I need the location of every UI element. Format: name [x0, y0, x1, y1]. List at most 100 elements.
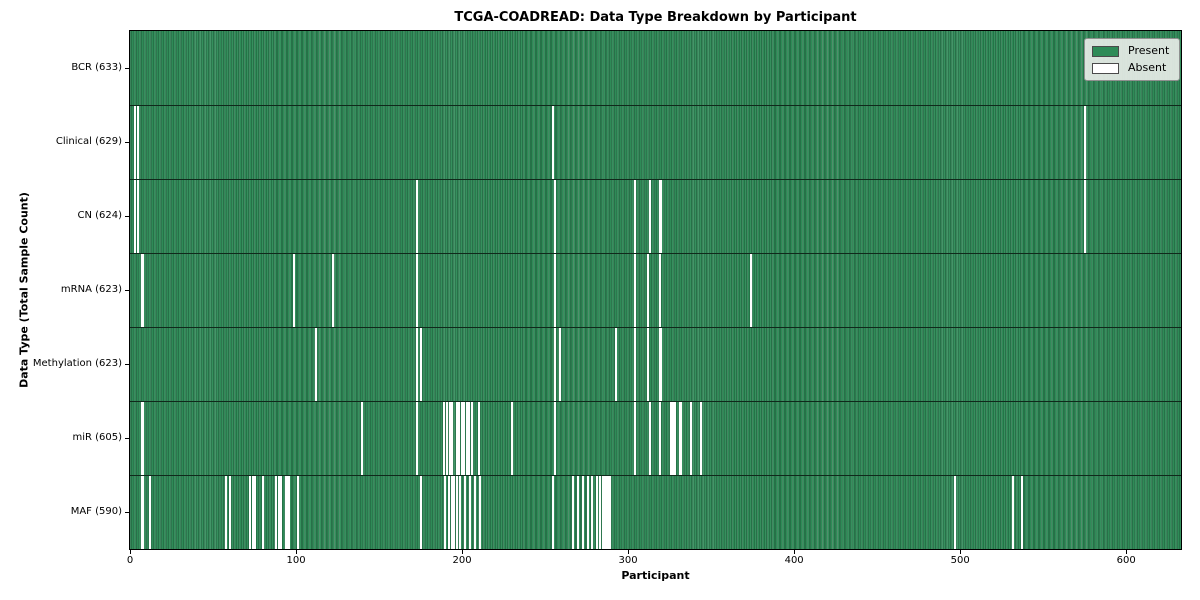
absent-stripe [605, 475, 608, 549]
absent-stripe [296, 475, 299, 549]
row-separator [130, 252, 1181, 254]
absent-stripe [690, 401, 693, 475]
absent-stripe [456, 401, 459, 475]
x-axis-label: Participant [621, 569, 690, 582]
absent-stripe [416, 327, 419, 401]
absent-stripe [658, 401, 661, 475]
absent-stripe [331, 253, 334, 327]
absent-stripe [595, 475, 598, 549]
absent-stripe [590, 475, 593, 549]
y-tick-label: MAF (590) [70, 506, 122, 517]
absent-stripe [452, 475, 455, 549]
absent-stripe [253, 475, 256, 549]
y-tick-label: CN (624) [77, 210, 122, 221]
y-tick-label: Clinical (629) [55, 136, 122, 147]
plot-area [129, 30, 1182, 550]
absent-stripe [419, 475, 422, 549]
absent-stripe [658, 327, 661, 401]
chart-title: TCGA-COADREAD: Data Type Breakdown by Pa… [454, 10, 857, 25]
x-tick-mark [295, 550, 297, 554]
absent-stripe [673, 401, 676, 475]
absent-stripe [749, 253, 752, 327]
absent-stripe [602, 475, 605, 549]
absent-stripe [286, 475, 289, 549]
absent-stripe [456, 475, 459, 549]
present-swatch-icon [1092, 45, 1119, 57]
absent-stripe [137, 105, 140, 179]
absent-stripe [419, 327, 422, 401]
absent-stripe [554, 327, 557, 401]
legend-label-absent: Absent [1128, 61, 1167, 74]
legend-item-present: Present [1092, 45, 1169, 57]
legend: Present Absent [1084, 38, 1181, 81]
absent-stripe [1083, 179, 1086, 253]
absent-stripe [479, 475, 482, 549]
absent-stripe [248, 475, 251, 549]
y-tick-mark [125, 511, 129, 513]
absent-stripe [554, 179, 557, 253]
absent-stripe [554, 253, 557, 327]
absent-stripe [449, 401, 452, 475]
y-tick-mark [125, 363, 129, 365]
absent-stripe [559, 327, 562, 401]
x-tick-label: 100 [286, 555, 306, 566]
absent-stripe [288, 475, 291, 549]
x-tick-label: 400 [784, 555, 804, 566]
absent-stripe [314, 327, 317, 401]
row-separator [130, 178, 1181, 180]
absent-stripe [228, 475, 231, 549]
absent-stripe [670, 401, 673, 475]
x-tick-label: 200 [452, 555, 472, 566]
absent-stripe [700, 401, 703, 475]
y-tick-mark [125, 215, 129, 217]
absent-stripe [633, 401, 636, 475]
absent-stripe [477, 401, 480, 475]
absent-stripe [582, 475, 585, 549]
absent-stripe [633, 179, 636, 253]
row-separator [130, 104, 1181, 106]
y-tick-mark [125, 141, 129, 143]
absent-stripe [633, 327, 636, 401]
absent-stripe [572, 475, 575, 549]
absent-stripe [1083, 105, 1086, 179]
x-tick-label: 600 [1116, 555, 1136, 566]
absent-stripe [142, 401, 145, 475]
absent-stripe [954, 475, 957, 549]
x-tick-mark [959, 550, 961, 554]
legend-label-present: Present [1128, 44, 1170, 57]
absent-stripe [251, 475, 254, 549]
row-separator [130, 400, 1181, 402]
absent-stripe [140, 401, 143, 475]
absent-stripe [459, 475, 462, 549]
absent-stripe [442, 401, 445, 475]
absent-stripe [464, 475, 467, 549]
absent-stripe [608, 475, 611, 549]
x-tick-mark [1125, 550, 1127, 554]
row-band-methylation [130, 327, 1181, 401]
absent-stripe [607, 475, 610, 549]
absent-stripe [451, 475, 454, 549]
absent-stripe [469, 475, 472, 549]
absent-stripe [225, 475, 228, 549]
y-tick-mark [125, 67, 129, 69]
absent-stripe [554, 401, 557, 475]
x-tick-label: 300 [618, 555, 638, 566]
absent-stripe [660, 179, 663, 253]
absent-stripe [416, 253, 419, 327]
y-tick-mark [125, 437, 129, 439]
absent-stripe [416, 179, 419, 253]
x-tick-mark [129, 550, 131, 554]
y-tick-mark [125, 289, 129, 291]
absent-stripe [577, 475, 580, 549]
absent-stripe [552, 475, 555, 549]
absent-stripe [678, 401, 681, 475]
row-band-bcr [130, 31, 1181, 105]
absent-stripe [133, 105, 136, 179]
absent-stripe [552, 105, 555, 179]
absent-stripe [658, 179, 661, 253]
absent-stripe [142, 253, 145, 327]
absent-stripe [647, 253, 650, 327]
x-tick-label: 500 [950, 555, 970, 566]
absent-stripe [361, 401, 364, 475]
row-band-cn [130, 179, 1181, 253]
